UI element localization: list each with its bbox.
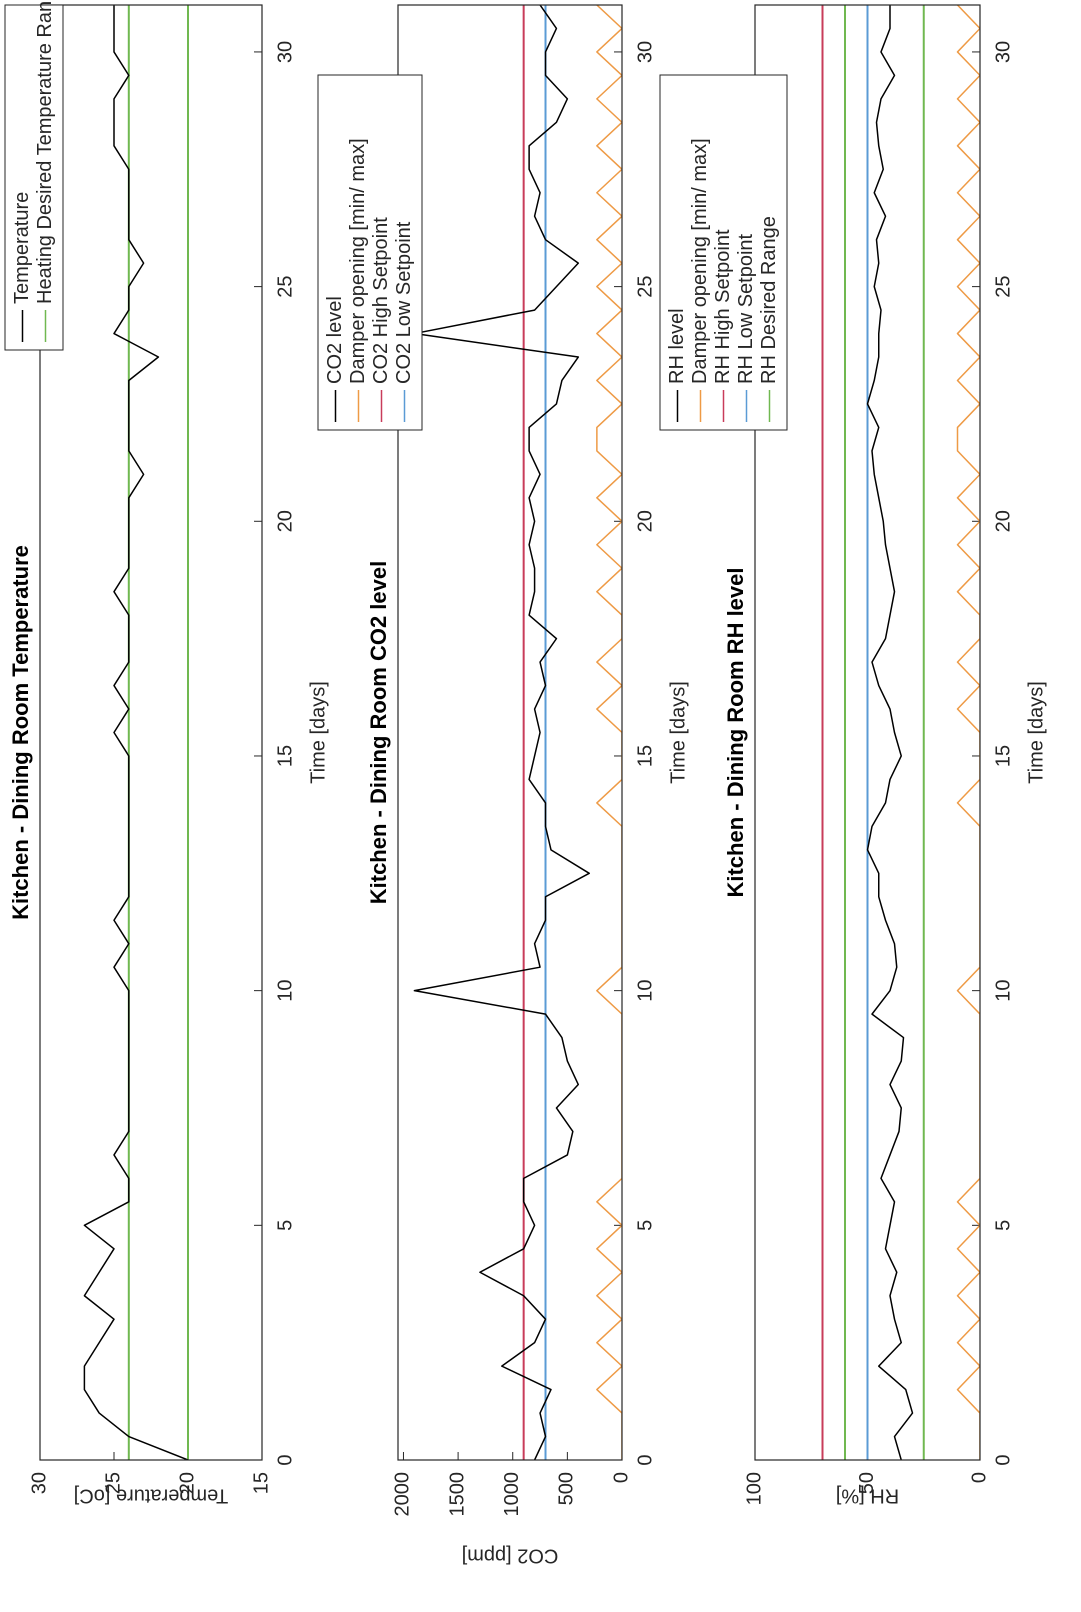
legend-label: CO2 Low Setpoint [393,221,415,384]
x-tick-label: 10 [992,980,1014,1002]
legend-box [659,74,788,431]
data-line [413,5,590,1460]
y-tick-label: 1500 [446,1472,468,1517]
legend-label: Damper opening [min/ max] [689,138,711,384]
y-tick-label: 50 [856,1472,878,1494]
legend-label: RH High Setpoint [712,229,734,384]
x-axis-label: Time [days] [667,681,689,784]
x-tick-label: 5 [634,1220,656,1231]
chart: Kitchen - Dining Room CO2 level Time [day… [317,4,689,1567]
y-tick-label: 25 [102,1472,124,1494]
legend: Temperature Heating Desired Temperature R… [4,0,64,351]
legend-label: CO2 level [324,296,346,384]
x-tick-label: 0 [274,1454,296,1465]
x-tick-label: 0 [634,1454,656,1465]
legend-label: RH Low Setpoint [735,233,757,384]
y-tick-label: 20 [176,1472,198,1494]
x-tick-label: 15 [274,745,296,767]
y-tick-label: 15 [250,1472,272,1494]
x-tick-label: 15 [634,745,656,767]
y-axis-label: RH [%] [836,1485,899,1507]
y-tick-label: 0 [610,1472,632,1483]
chart: Kitchen - Dining Room Temperature Time [d… [4,0,329,1507]
legend-box [4,4,64,351]
plot-frame [39,4,263,1461]
plot-area [40,5,262,1460]
x-tick-label: 25 [274,275,296,297]
y-tick-label: 1000 [501,1472,523,1517]
x-tick-label: 20 [634,510,656,532]
data-line [596,5,622,1460]
y-tick-label: 2000 [392,1472,414,1517]
legend-label: Heating Desired Temperature Range [34,0,56,304]
x-tick-label: 0 [992,1454,1014,1465]
x-tick-label: 15 [992,745,1014,767]
chart: Kitchen - Dining Room RH level Time [days… [659,4,1047,1507]
y-tick-label: 500 [556,1472,578,1505]
y-tick-label: 30 [28,1472,50,1494]
x-tick-label: 25 [992,275,1014,297]
data-line [956,5,980,1460]
x-tick-label: 20 [274,510,296,532]
chart-title: Kitchen - Dining Room CO2 level [366,561,391,904]
y-tick-label: 100 [743,1472,765,1505]
plot-frame [397,4,623,1461]
y-axis-label: CO2 [ppm] [462,1545,559,1567]
legend-box [317,74,423,431]
chart-title: Kitchen - Dining Room RH level [723,567,748,897]
legend-label: CO2 High Setpoint [370,217,392,384]
legend: RH level Damper opening [min/ max] RH High… [659,74,788,431]
x-tick-label: 10 [634,980,656,1002]
legend-label: Damper opening [min/ max] [347,138,369,384]
x-axis-label: Time [days] [307,681,329,784]
plot-frame [754,4,981,1461]
y-tick-label: 0 [968,1472,990,1483]
chart-title: Kitchen - Dining Room Temperature [8,545,33,920]
legend: CO2 level Damper opening [min/ max] CO2 Hi… [317,74,423,431]
legend-label: RH Desired Range [758,216,780,384]
x-tick-label: 25 [634,275,656,297]
x-axis-label: Time [days] [1025,681,1047,784]
x-tick-label: 30 [274,41,296,63]
y-axis-label: Temperature [oC] [74,1485,229,1507]
x-tick-label: 5 [274,1220,296,1231]
data-line [866,5,914,1460]
plot-area [398,5,622,1460]
x-tick-label: 30 [634,41,656,63]
x-tick-label: 10 [274,980,296,1002]
legend-label: Temperature [11,192,33,304]
x-tick-label: 30 [992,41,1014,63]
legend-label: RH level [666,308,688,384]
data-line [83,5,189,1460]
x-tick-label: 20 [992,510,1014,532]
x-tick-label: 5 [992,1220,1014,1231]
